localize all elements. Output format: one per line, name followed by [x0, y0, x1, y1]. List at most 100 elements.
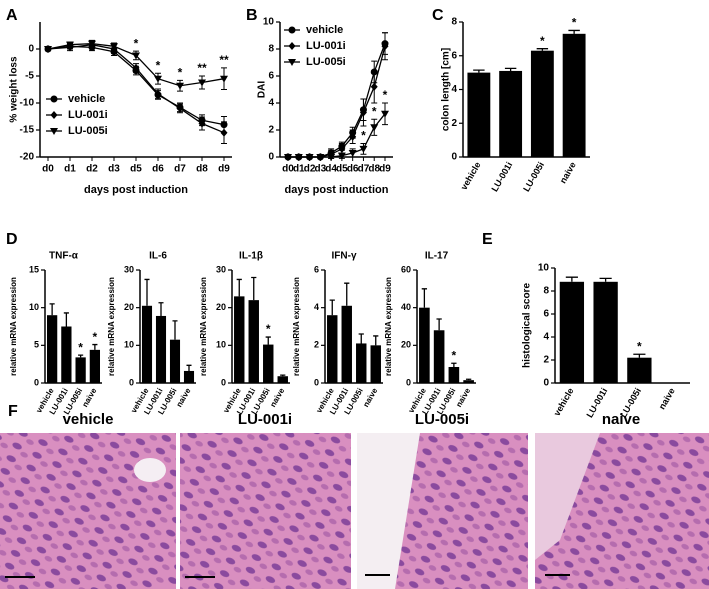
significance: ** — [219, 53, 229, 67]
bar — [419, 307, 430, 383]
y-tick-label: 6 — [268, 71, 274, 82]
error-bar — [49, 303, 55, 316]
x-tick-label: d8 — [368, 164, 380, 175]
y-tick-label: 2 — [314, 340, 319, 350]
marker — [176, 104, 184, 113]
y-tick-label: 15 — [29, 264, 39, 274]
marker — [294, 154, 303, 161]
significance: * — [93, 330, 98, 344]
marker — [305, 154, 314, 161]
marker — [349, 132, 357, 141]
y-tick-label: 10 — [29, 302, 39, 312]
x-tick-label: d9 — [379, 164, 391, 175]
legend-label: LU-005i — [68, 125, 108, 137]
bar — [169, 339, 181, 383]
marker — [154, 75, 162, 83]
error-bar — [236, 278, 242, 297]
x-tick-label: naive — [175, 386, 193, 409]
y-axis-label: relative mRNA expression — [384, 277, 393, 376]
histology-images — [0, 433, 709, 589]
x-tick-label: d1 — [293, 164, 305, 175]
marker — [359, 108, 367, 117]
marker — [176, 82, 184, 90]
y-tick-label: 0 — [406, 377, 411, 387]
x-axis-label: days post induction — [84, 184, 188, 196]
legend-marker — [288, 26, 296, 34]
y-tick-label: 8 — [268, 44, 274, 55]
y-tick-label: -10 — [20, 98, 35, 109]
y-tick-label: 8 — [543, 286, 549, 297]
bar — [463, 380, 474, 383]
error-bar — [436, 318, 442, 331]
y-tick-label: 60 — [401, 264, 411, 274]
line — [288, 113, 386, 158]
lumen — [357, 433, 420, 589]
y-tick-label: 20 — [124, 302, 134, 312]
y-tick-label: 0 — [28, 44, 34, 55]
bar — [559, 281, 585, 383]
error-bar — [186, 364, 192, 371]
y-tick-label: 6 — [314, 264, 319, 274]
error-bar — [92, 343, 98, 350]
y-tick-label: 8 — [451, 17, 457, 28]
bar — [499, 70, 523, 157]
y-tick-label: 0 — [129, 377, 134, 387]
marker — [154, 89, 162, 98]
x-tick-label: d3 — [314, 164, 326, 175]
x-axis-label: days post induction — [285, 184, 389, 196]
marker — [370, 124, 379, 132]
x-tick-label: d3 — [108, 164, 120, 175]
marker — [284, 154, 292, 161]
legend-label: LU-005i — [306, 56, 346, 68]
significance: * — [78, 340, 83, 354]
y-tick-label: 20 — [401, 340, 411, 350]
bar — [467, 72, 491, 157]
x-tick-label: d0 — [42, 164, 54, 175]
bar — [627, 357, 652, 383]
y-tick-label: 5 — [34, 340, 39, 350]
y-tick-label: 0 — [268, 152, 274, 163]
bar — [263, 344, 274, 383]
error-bar — [280, 374, 286, 377]
error-bar — [451, 362, 457, 367]
marker — [381, 110, 389, 118]
y-tick-label: 4 — [314, 302, 319, 312]
legend-label: vehicle — [306, 24, 343, 36]
marker — [198, 79, 206, 87]
y-tick-label: 0 — [451, 152, 457, 163]
panel-letter: A — [6, 7, 18, 24]
x-tick-label: d5 — [336, 164, 348, 175]
bar — [562, 33, 586, 157]
x-tick-label: LU-005i — [521, 160, 546, 193]
legend-marker — [288, 42, 296, 50]
marker — [88, 40, 96, 48]
error-bar — [344, 282, 350, 306]
x-tick-label: d6 — [152, 164, 164, 175]
error-bar — [172, 320, 178, 340]
panel-letter: D — [6, 231, 18, 248]
chart-title: IFN-γ — [332, 251, 357, 262]
image-label: LU-005i — [415, 411, 469, 428]
x-tick-label: LU-001i — [489, 160, 514, 193]
legend-marker — [288, 59, 296, 66]
bar — [277, 376, 288, 383]
y-tick-label: 10 — [538, 263, 550, 274]
y-tick-label: 4 — [451, 84, 457, 95]
y-tick-label: 30 — [124, 264, 134, 274]
y-axis-label: relative mRNA expression — [9, 277, 18, 376]
error-bar — [599, 277, 612, 282]
marker — [338, 144, 346, 153]
image-label: naive — [602, 411, 640, 428]
significance: * — [452, 348, 457, 362]
marker — [220, 128, 228, 137]
significance: ** — [197, 61, 207, 75]
panel-letter: B — [246, 7, 258, 24]
y-tick-label: 2 — [543, 355, 549, 366]
histology-image — [0, 433, 176, 589]
marker — [316, 154, 325, 161]
legend-label: LU-001i — [306, 40, 346, 52]
bar — [75, 357, 86, 383]
tissue — [535, 433, 600, 560]
y-tick-label: 0 — [221, 377, 226, 387]
significance: * — [540, 34, 545, 48]
